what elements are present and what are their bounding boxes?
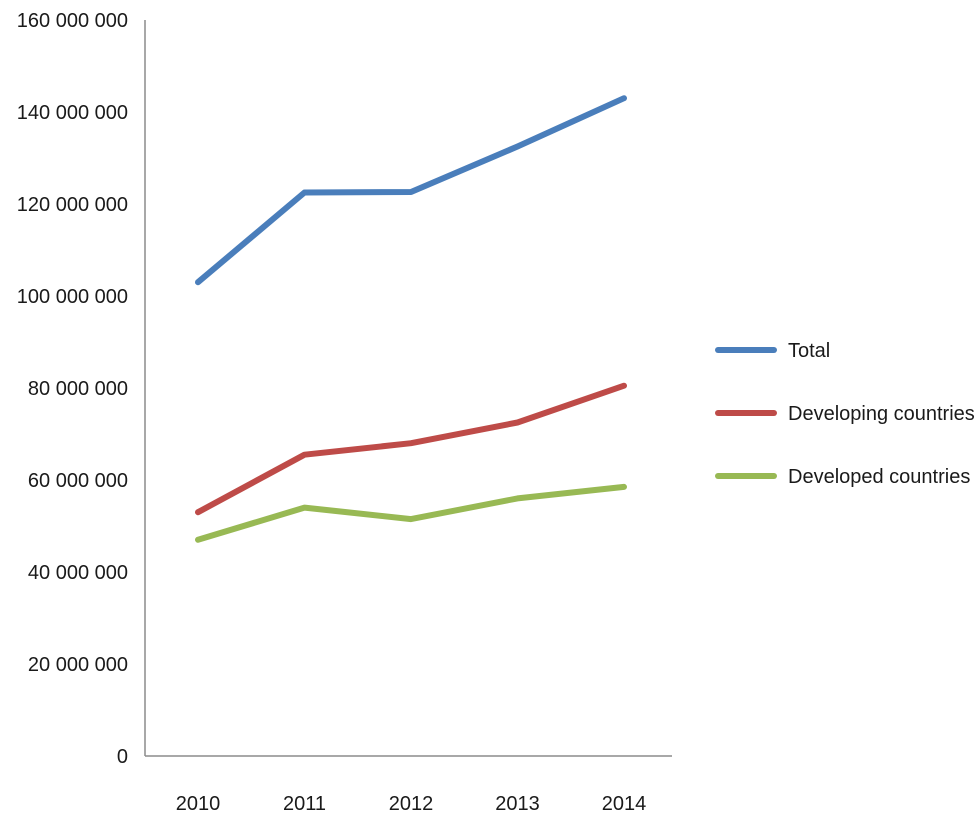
y-tick-labels: 0 20 000 000 40 000 000 60 000 000 80 000 00…: [17, 10, 128, 768]
series-line-developed-countries: [195, 483, 627, 543]
y-tick-label: 160 000 000: [17, 10, 128, 32]
x-tick-label: 2012: [389, 793, 434, 815]
x-tick-label: 2013: [495, 793, 540, 815]
series-lines: [195, 95, 627, 543]
x-tick-label: 2011: [283, 793, 326, 815]
y-tick-label: 100 000 000: [17, 286, 128, 308]
axes: [144, 20, 672, 757]
y-tick-label: 120 000 000: [17, 194, 128, 216]
x-tick-label: 2014: [602, 793, 647, 815]
series-line-total: [195, 95, 627, 286]
x-tick-labels: 2010 2011 2012 2013 2014: [176, 793, 647, 815]
legend: Total Developing countries Developed count…: [715, 340, 975, 488]
y-tick-label: 40 000 000: [28, 562, 128, 584]
y-tick-label: 0: [117, 746, 128, 768]
x-tick-label: 2010: [176, 793, 221, 815]
y-tick-label: 140 000 000: [17, 102, 128, 124]
y-tick-label: 60 000 000: [28, 470, 128, 492]
legend-label: Total: [788, 340, 830, 362]
y-tick-label: 20 000 000: [28, 654, 128, 676]
series-line-developing-countries: [195, 382, 627, 516]
legend-label: Developed countries: [788, 466, 970, 488]
legend-label: Developing countries: [788, 403, 975, 425]
y-tick-label: 80 000 000: [28, 378, 128, 400]
